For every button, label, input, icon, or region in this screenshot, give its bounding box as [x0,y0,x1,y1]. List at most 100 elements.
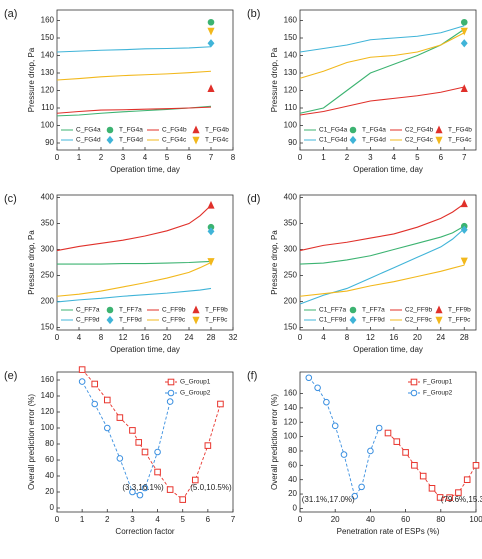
marker [349,315,357,325]
series-line [299,264,465,297]
panel-label: (b) [247,8,260,20]
panel-label: (f) [247,370,257,382]
marker [410,378,418,386]
x-tick-label: 6 [187,153,192,162]
marker [463,476,471,483]
marker [91,380,99,388]
x-axis-label: Operation time, day [110,165,180,174]
marker [331,422,339,430]
marker [192,305,200,314]
marker [141,448,149,456]
annotation: (5.0,10.5%) [190,483,232,492]
legend-label: T_FG4d [362,137,386,144]
y-tick-label: 90 [288,138,297,147]
marker [135,439,143,446]
legend-label: C_FF9d [76,317,100,324]
marker [349,135,357,145]
marker [78,366,86,373]
x-tick-label: 100 [469,515,482,524]
legend-label: C_FF7a [76,307,100,314]
marker [207,18,215,26]
marker [106,306,114,314]
y-tick-label: 350 [41,219,55,228]
plot-frame [299,371,477,513]
legend-label: C_FF9c [162,317,186,324]
x-tick-label: 7 [462,153,467,162]
legend-label: C1_FF7a [319,307,346,314]
legend-label: T_FG4b [205,127,229,134]
plot-frame [299,9,477,151]
plot-frame [56,371,234,513]
x-tick-label: 28 [207,333,216,342]
panel-label: (a) [4,8,17,20]
x-tick-label: 4 [155,515,160,524]
y-tick-label: 120 [284,417,298,426]
y-tick-label: 200 [41,297,55,306]
marker [91,400,99,408]
y-tick-label: 90 [45,138,54,147]
legend-label: C_FG4a [76,127,101,134]
x-tick-label: 0 [298,153,303,162]
series-line [57,260,212,265]
y-tick-label: 130 [284,68,298,77]
marker [154,448,161,456]
panel-label: (d) [247,193,260,205]
marker [129,488,136,496]
x-tick-label: 0 [55,153,60,162]
y-axis-label: Pressure drop, Pa [27,230,36,295]
marker [455,489,462,496]
plot-frame [299,194,477,331]
marker [393,438,401,445]
y-tick-label: 200 [284,297,298,306]
legend-label: T_FF9c [205,317,228,324]
marker [141,484,149,492]
annotation: (31.1%,17.0%) [302,495,355,504]
series-line [56,262,212,297]
x-tick-label: 7 [209,153,214,162]
y-tick-label: 140 [284,403,298,412]
marker [435,136,443,145]
y-tick-label: 20 [45,487,54,496]
legend-label: C1_FG4d [319,137,348,144]
x-tick-label: 0 [55,515,60,524]
x-tick-label: 8 [345,333,350,342]
marker [460,199,468,208]
marker [154,468,161,476]
x-tick-label: 32 [229,333,238,342]
series-line [56,106,212,114]
legend-label: G_Group1 [180,379,211,386]
legend-label: T_FF7a [119,307,142,314]
legend-label: T_FF9b [448,307,471,314]
x-tick-label: 60 [401,515,410,524]
x-tick-label: 4 [77,333,82,342]
marker [103,424,111,432]
marker [207,227,215,236]
x-tick-label: 6 [439,153,444,162]
marker [192,136,200,145]
marker [384,429,392,437]
annotation: (79.6%,15.3%) [441,495,482,504]
marker [419,472,427,480]
x-tick-label: 3 [130,515,135,524]
annotation: (3.3,16.1%) [122,483,164,492]
marker [435,305,443,314]
marker [179,496,187,503]
x-tick-label: 24 [436,333,445,342]
marker [207,258,215,266]
marker [358,483,365,491]
y-tick-label: 120 [41,407,55,416]
y-tick-label: 80 [45,439,54,448]
series-line [299,32,465,79]
marker [192,125,200,134]
y-tick-label: 100 [41,121,55,130]
x-tick-label: 8 [99,333,104,342]
series-line [56,204,212,252]
x-tick-label: 5 [180,515,185,524]
x-tick-label: 12 [366,333,375,342]
marker [204,442,212,449]
x-axis-label: Correction factor [115,527,174,536]
y-tick-label: 160 [284,389,298,398]
marker [428,485,436,492]
y-tick-label: 130 [41,68,55,77]
legend-label: C2_FF9c [405,317,432,324]
